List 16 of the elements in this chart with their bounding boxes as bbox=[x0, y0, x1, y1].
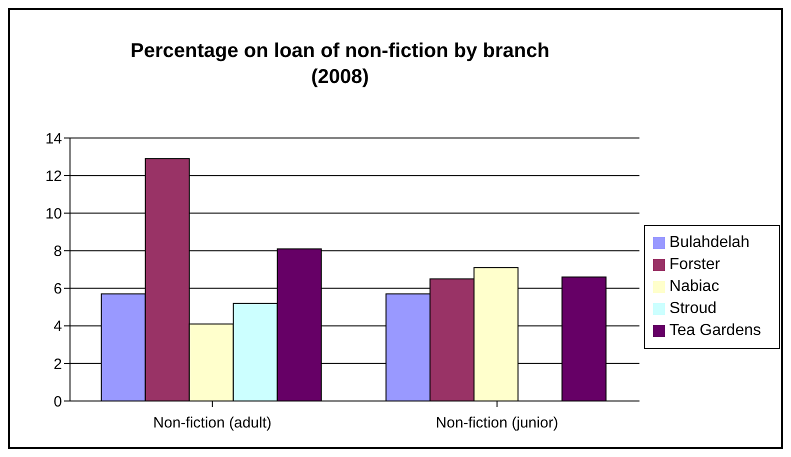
x-tick-label: Non-fiction (adult) bbox=[153, 414, 272, 432]
legend-label: Tea Gardens bbox=[669, 322, 761, 339]
x-tick-label: Non-fiction (junior) bbox=[436, 414, 558, 432]
legend-label: Forster bbox=[669, 256, 720, 273]
y-tick-label: 0 bbox=[54, 393, 62, 410]
y-tick-label: 6 bbox=[54, 280, 62, 298]
chart-title: Percentage on loan of non-fiction by branch (2008) bbox=[130, 39, 550, 90]
legend-label: Nabiac bbox=[669, 278, 720, 295]
legend-label: Stroud bbox=[669, 300, 717, 317]
y-tick-label: 8 bbox=[54, 243, 62, 260]
y-tick-label: 12 bbox=[45, 168, 62, 185]
y-tick-label: 10 bbox=[45, 205, 62, 222]
y-tick-label: 2 bbox=[54, 356, 62, 373]
y-tick-label: 4 bbox=[54, 318, 62, 336]
y-tick-label: 14 bbox=[45, 130, 62, 148]
legend-label: Bulahdelah bbox=[669, 234, 750, 251]
